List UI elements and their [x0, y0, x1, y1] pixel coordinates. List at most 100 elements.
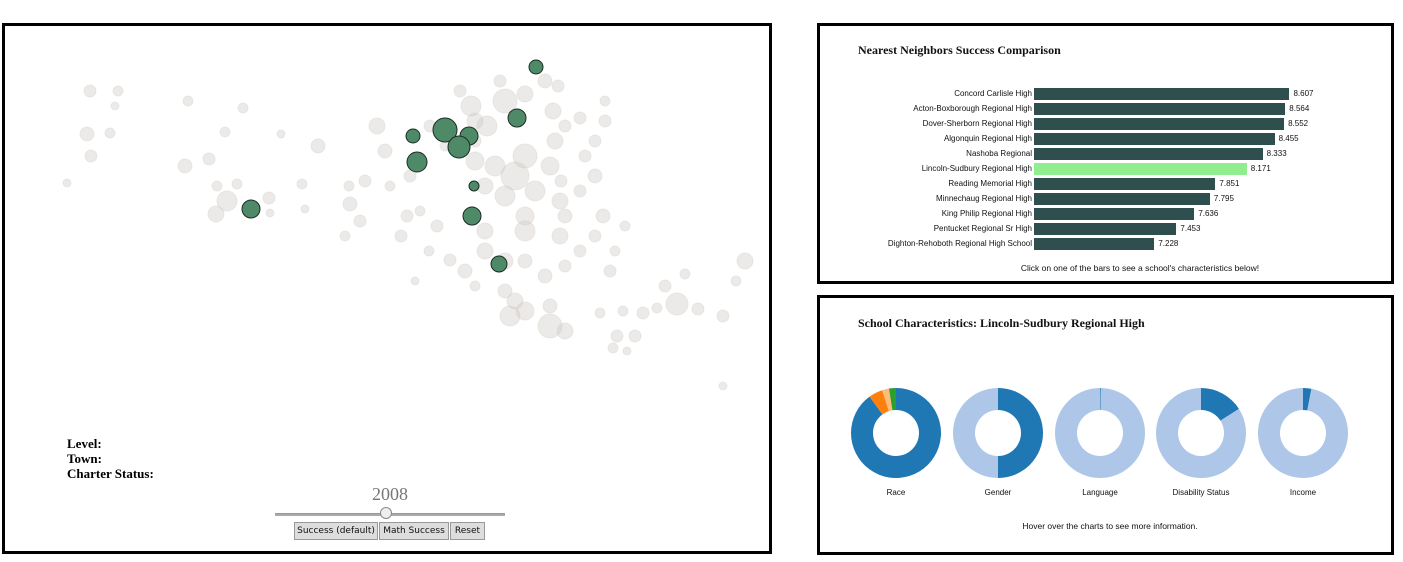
school-bubble[interactable]	[551, 192, 569, 210]
school-bubble[interactable]	[609, 245, 621, 257]
donut-segment[interactable]	[869, 390, 889, 415]
school-bubble[interactable]	[423, 245, 435, 257]
school-bubble[interactable]	[588, 134, 602, 148]
school-bubble[interactable]	[551, 227, 569, 245]
school-bar[interactable]	[1034, 88, 1290, 100]
school-bubble[interactable]	[558, 119, 572, 133]
school-bubble[interactable]	[339, 230, 351, 242]
school-bubble[interactable]	[512, 143, 538, 169]
school-bubble[interactable]	[296, 178, 308, 190]
school-bubble[interactable]	[453, 84, 467, 98]
school-bubble[interactable]	[476, 242, 494, 260]
school-bubble[interactable]	[492, 88, 518, 114]
school-bar[interactable]	[1034, 178, 1216, 190]
school-bubble[interactable]	[110, 101, 120, 111]
school-bubble[interactable]	[573, 111, 587, 125]
school-bubble[interactable]	[718, 381, 728, 391]
school-bubble[interactable]	[516, 85, 534, 103]
school-bubble[interactable]	[537, 313, 563, 339]
year-slider[interactable]	[275, 507, 505, 519]
school-bubble[interactable]	[414, 205, 426, 217]
math-success-button[interactable]: Math Success	[379, 522, 449, 540]
school-bubble[interactable]	[494, 185, 516, 207]
school-bubble[interactable]	[607, 342, 619, 354]
donut-segment[interactable]	[1100, 388, 1101, 411]
school-bar[interactable]	[1034, 193, 1210, 205]
school-bar[interactable]	[1034, 148, 1263, 160]
school-bubble[interactable]	[619, 220, 631, 232]
school-bubble[interactable]	[377, 143, 393, 159]
school-bubble[interactable]	[558, 259, 572, 273]
school-bubble[interactable]	[300, 204, 310, 214]
school-bubble[interactable]	[400, 209, 414, 223]
donut-segment[interactable]	[1303, 388, 1312, 411]
school-bubble[interactable]	[112, 85, 124, 97]
school-bubble[interactable]	[544, 102, 562, 120]
slider-handle[interactable]	[380, 507, 393, 519]
school-bubble[interactable]	[578, 149, 592, 163]
school-bubble[interactable]	[551, 79, 565, 93]
donut-segment[interactable]	[888, 388, 896, 411]
school-bubble[interactable]	[679, 268, 691, 280]
donut-gender[interactable]	[952, 387, 1044, 479]
school-bubble[interactable]	[476, 222, 494, 240]
neighbor-school-bubble[interactable]	[241, 199, 261, 219]
donut-segment[interactable]	[953, 388, 998, 478]
school-bubble[interactable]	[636, 306, 650, 320]
school-bar[interactable]	[1034, 238, 1155, 250]
school-bubble[interactable]	[497, 283, 513, 299]
school-bubble[interactable]	[384, 180, 396, 192]
school-bubble[interactable]	[691, 302, 705, 316]
school-bar[interactable]	[1034, 133, 1275, 145]
school-bubble[interactable]	[546, 132, 564, 150]
school-bubble[interactable]	[265, 208, 275, 218]
school-bubble[interactable]	[430, 219, 444, 233]
school-bubble[interactable]	[588, 229, 602, 243]
school-bubble[interactable]	[310, 138, 326, 154]
school-bubble[interactable]	[394, 229, 408, 243]
neighbor-school-bubble[interactable]	[405, 128, 421, 144]
school-bubble[interactable]	[276, 129, 286, 139]
school-bubble[interactable]	[736, 252, 754, 270]
school-map[interactable]	[5, 26, 769, 466]
school-bubble[interactable]	[231, 178, 243, 190]
school-bubble[interactable]	[410, 276, 420, 286]
school-bar[interactable]	[1034, 163, 1247, 175]
school-bubble[interactable]	[506, 292, 524, 310]
donut-segment[interactable]	[1258, 388, 1348, 478]
donut-segment[interactable]	[882, 388, 893, 412]
school-bar[interactable]	[1034, 103, 1286, 115]
school-bubble[interactable]	[598, 114, 612, 128]
neighbor-school-bubble[interactable]	[528, 59, 544, 75]
school-bubble[interactable]	[622, 346, 632, 356]
donut-segment[interactable]	[998, 388, 1043, 478]
school-bubble[interactable]	[514, 220, 536, 242]
school-bubble[interactable]	[493, 74, 507, 88]
school-bubble[interactable]	[500, 161, 530, 191]
school-bubble[interactable]	[515, 206, 535, 226]
school-bubble[interactable]	[617, 305, 629, 317]
neighbor-school-bubble[interactable]	[406, 151, 428, 173]
school-bar[interactable]	[1034, 118, 1285, 130]
school-bubble[interactable]	[524, 180, 546, 202]
school-bubble[interactable]	[216, 190, 238, 212]
school-bubble[interactable]	[476, 115, 498, 137]
school-bubble[interactable]	[358, 174, 372, 188]
donut-segment[interactable]	[1156, 388, 1246, 478]
school-bubble[interactable]	[460, 95, 482, 117]
school-bubble[interactable]	[262, 191, 276, 205]
school-bubble[interactable]	[517, 253, 533, 269]
school-bubble[interactable]	[540, 156, 560, 176]
donut-race[interactable]	[850, 387, 942, 479]
school-bar[interactable]	[1034, 223, 1177, 235]
school-bubble[interactable]	[342, 196, 358, 212]
school-bubble[interactable]	[595, 208, 611, 224]
school-bubble[interactable]	[484, 155, 506, 177]
school-bubble[interactable]	[202, 152, 216, 166]
school-bubble[interactable]	[554, 174, 568, 188]
school-bubble[interactable]	[104, 127, 116, 139]
school-bubble[interactable]	[177, 158, 193, 174]
donut-segment[interactable]	[1201, 388, 1239, 421]
school-bubble[interactable]	[603, 264, 617, 278]
school-bubble[interactable]	[515, 301, 535, 321]
